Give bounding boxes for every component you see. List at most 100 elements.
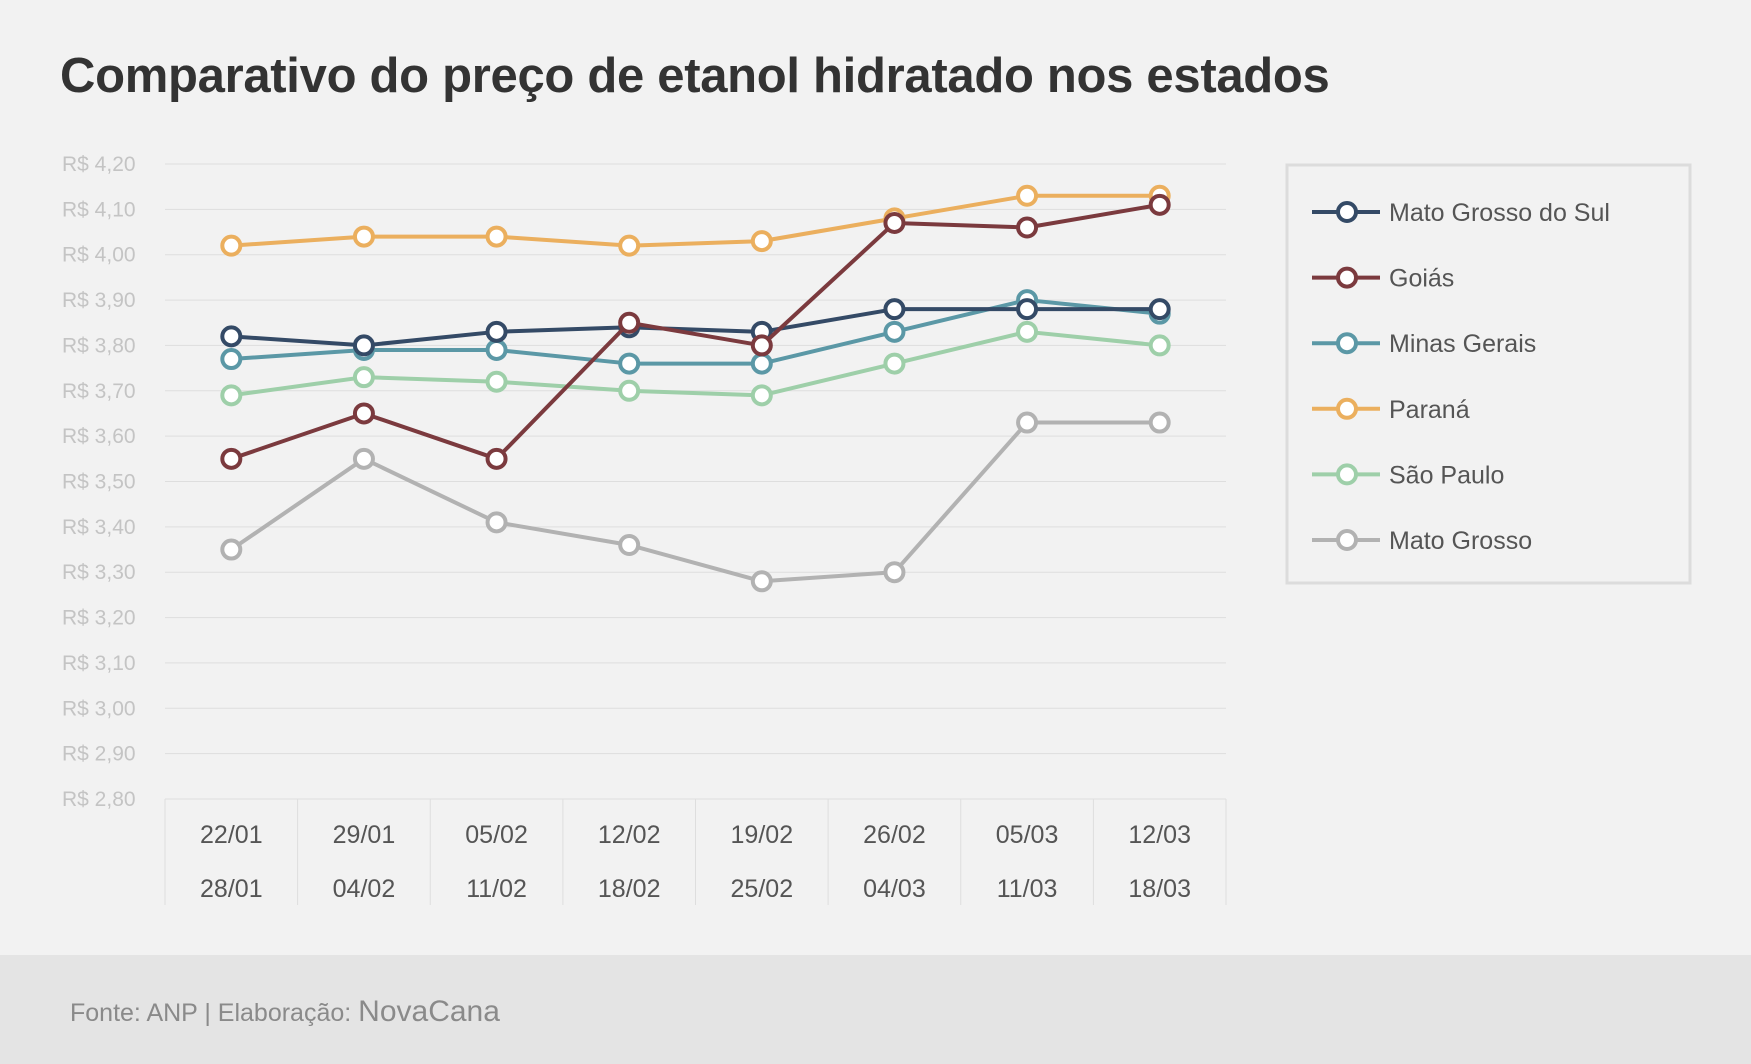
data-point [352, 402, 375, 425]
legend-swatch-marker [1336, 266, 1358, 289]
series-mato-grosso [220, 411, 1171, 593]
data-point [618, 352, 641, 375]
y-tick-label: R$ 2,90 [62, 743, 136, 766]
data-point [618, 234, 641, 257]
grid-lines [164, 163, 1227, 905]
x-tick-label-end: 18/03 [1128, 875, 1191, 903]
y-tick-label: R$ 3,80 [62, 334, 136, 357]
series-line [231, 329, 1160, 398]
x-tick-label-end: 11/03 [997, 875, 1058, 903]
legend-item: Mato Grosso do Sul [1312, 199, 1610, 227]
x-axis-ticks: 22/01 28/01 29/01 04/02 05/02 11/02 12/02 18/02… [200, 821, 1191, 903]
data-point [485, 225, 508, 248]
legend-item: Mato Grosso [1312, 527, 1532, 555]
data-point [1016, 298, 1039, 321]
data-point [618, 379, 641, 402]
legend-item: Minas Gerais [1312, 330, 1536, 358]
data-point [1148, 298, 1171, 321]
y-tick-label: R$ 3,20 [62, 607, 136, 630]
x-tick-label-end: 18/02 [598, 875, 661, 903]
data-point [352, 447, 375, 470]
x-tick-label-start: 26/02 [863, 821, 926, 849]
y-tick-label: R$ 4,20 [62, 153, 136, 176]
footer: Fonte: ANP | Elaboração: NovaCana [0, 955, 1751, 1064]
data-point [220, 447, 243, 470]
series-line [231, 298, 1160, 366]
y-tick-label: R$ 2,80 [62, 788, 136, 811]
data-point [883, 298, 906, 321]
data-point [1148, 334, 1171, 357]
data-point [352, 334, 375, 357]
data-point [220, 348, 243, 371]
data-point [1016, 320, 1039, 343]
x-tick-label-start: 05/02 [465, 821, 528, 849]
data-point [352, 366, 375, 389]
data-point [618, 534, 641, 556]
data-point [485, 338, 508, 361]
series-sao-paulo [220, 320, 1171, 407]
series-line [230, 202, 1161, 461]
data-point [883, 320, 906, 343]
legend-box [1285, 163, 1692, 585]
data-point [750, 384, 773, 407]
y-tick-label: R$ 4,10 [62, 198, 136, 221]
data-point [750, 230, 773, 253]
legend-item: Goiás [1312, 265, 1454, 293]
data-point [750, 570, 773, 593]
legend-swatch-marker [1336, 332, 1358, 355]
data-point [1016, 411, 1039, 434]
data-point [883, 211, 906, 234]
legend-swatch-marker [1336, 463, 1358, 486]
legend-label: Paraná [1389, 396, 1470, 424]
x-tick-label-start: 29/01 [333, 821, 396, 849]
data-point [1148, 193, 1171, 216]
series-line [231, 307, 1160, 348]
y-tick-label: R$ 3,50 [62, 471, 136, 494]
source-credit: Fonte: ANP | Elaboração: NovaCana [70, 995, 500, 1029]
y-axis-ticks: R$ 4,20 R$ 4,10 R$ 4,00 R$ 3,90 R$ 3,80 R$ 3,… [62, 153, 136, 811]
x-tick-label-start: 12/03 [1128, 821, 1191, 849]
source-text: Fonte: ANP | Elaboração: [70, 999, 359, 1027]
legend-label: Mato Grosso [1389, 527, 1532, 555]
y-tick-label: R$ 3,90 [62, 289, 136, 312]
data-point [352, 225, 375, 248]
data-point [485, 447, 508, 470]
data-point [220, 325, 243, 348]
data-point [618, 311, 641, 334]
data-point [220, 538, 243, 561]
data-point [1016, 184, 1039, 207]
legend-item: Paraná [1312, 396, 1470, 424]
data-point [883, 352, 906, 375]
x-tick-label-start: 22/01 [200, 821, 263, 849]
y-tick-label: R$ 3,10 [62, 652, 136, 675]
data-point [485, 370, 508, 393]
data-point [220, 234, 243, 257]
data-point [1148, 411, 1171, 434]
data-point [485, 511, 508, 534]
series-lines [220, 184, 1171, 593]
y-tick-label: R$ 4,00 [62, 244, 136, 267]
data-point [750, 334, 773, 357]
x-tick-label-start: 19/02 [731, 821, 794, 849]
data-point [1016, 216, 1039, 239]
legend-label: Minas Gerais [1389, 330, 1536, 358]
x-tick-label-end: 28/01 [200, 875, 263, 903]
x-tick-label-end: 04/02 [333, 875, 396, 903]
x-tick-label-end: 25/02 [731, 875, 794, 903]
data-point [485, 320, 508, 343]
series-line [231, 193, 1160, 248]
series-line [230, 420, 1160, 584]
data-point [220, 384, 243, 407]
y-tick-label: R$ 3,40 [62, 516, 136, 539]
legend-label: São Paulo [1389, 461, 1504, 489]
line-chart: R$ 4,20 R$ 4,10 R$ 4,00 R$ 3,90 R$ 3,80 R$ 3,… [62, 153, 1692, 905]
x-tick-label-start: 12/02 [598, 821, 661, 849]
legend: Mato Grosso do Sul Goiás Minas Gerais Paran… [1285, 163, 1692, 585]
legend-swatch-marker [1336, 201, 1358, 223]
legend-swatch-marker [1336, 529, 1358, 551]
legend-item: São Paulo [1312, 461, 1504, 489]
x-tick-label-end: 11/02 [466, 875, 527, 903]
chart-title: Comparativo do preço de etanol hidratado… [60, 49, 1330, 103]
y-tick-label: R$ 3,70 [62, 380, 136, 403]
data-point [750, 352, 773, 375]
